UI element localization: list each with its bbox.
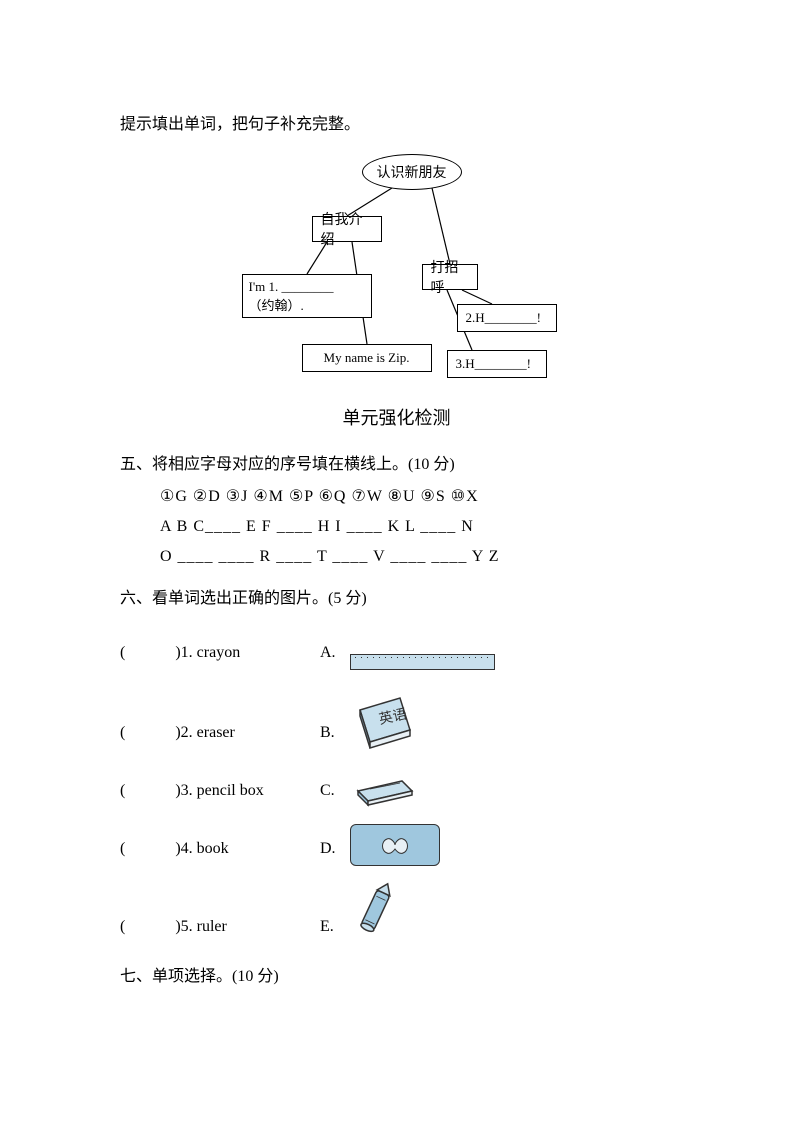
q6-letter-3: C. — [320, 782, 350, 808]
match-left-5: ()5. ruler — [120, 918, 320, 944]
diagram-im-text: I'm 1. ________ — [249, 279, 334, 295]
match-left-4: ()4. book — [120, 840, 320, 866]
diagram-self-intro: 自我介绍 — [312, 216, 382, 242]
concept-diagram: 认识新朋友 自我介绍 打招呼 I'm 1. ________ （约翰）. 2.H… — [232, 154, 562, 384]
diagram-h1: 2.H________! — [457, 304, 557, 332]
q6-letter-1: A. — [320, 644, 350, 670]
match-row-2: ()2. eraser B. 英语 — [120, 678, 673, 750]
q6-num-3: 3 — [181, 782, 189, 799]
q6-letter-5: E. — [320, 918, 350, 944]
q5-header: 五、将相应字母对应的序号填在横线上。(10 分) — [120, 450, 673, 474]
match-row-3: ()3. pencil box C. — [120, 758, 673, 808]
q6-word-4: book — [197, 840, 229, 857]
diagram-greet: 打招呼 — [422, 264, 478, 290]
q6-word-2: eraser — [197, 724, 235, 741]
section-title: 单元强化检测 — [120, 404, 673, 430]
diagram-im-box: I'm 1. ________ （约翰）. — [242, 274, 372, 318]
image-pencilbox — [350, 824, 440, 866]
diagram-zip: My name is Zip. — [302, 344, 432, 372]
match-row-5: ()5. ruler E. — [120, 874, 673, 944]
instruction-text: 提示填出单词，把句子补充完整。 — [120, 110, 673, 134]
diagram-im-sub: （约翰）. — [249, 295, 304, 314]
q6-letter-2: B. — [320, 724, 350, 750]
match-row-1: ()1. crayon A. — [120, 620, 673, 670]
q5-line1: A B C____ E F ____ H I ____ K L ____ N — [160, 518, 673, 536]
q5-line2: O ____ ____ R ____ T ____ V ____ ____ Y … — [160, 548, 673, 566]
q6-word-1: crayon — [197, 644, 241, 661]
image-crayon — [350, 879, 400, 944]
match-row-4: ()4. book D. — [120, 816, 673, 866]
match-left-3: ()3. pencil box — [120, 782, 320, 808]
image-eraser — [350, 773, 420, 808]
q7-header: 七、单项选择。(10 分) — [120, 962, 673, 986]
q6-num-4: 4 — [181, 840, 189, 857]
q6-letter-4: D. — [320, 840, 350, 866]
diagram-h2: 3.H________! — [447, 350, 547, 378]
q6-word-5: ruler — [197, 918, 227, 935]
image-ruler — [350, 654, 495, 670]
q6-header: 六、看单词选出正确的图片。(5 分) — [120, 584, 673, 608]
image-book: 英语 — [350, 690, 420, 750]
match-left-2: ()2. eraser — [120, 724, 320, 750]
q6-num-2: 2 — [181, 724, 189, 741]
q6-num-5: 5 — [181, 918, 189, 935]
diagram-root: 认识新朋友 — [362, 154, 462, 190]
q5-options: ①G ②D ③J ④M ⑤P ⑥Q ⑦W ⑧U ⑨S ⑩X — [160, 486, 673, 506]
q6-num-1: 1 — [181, 644, 189, 661]
match-left-1: ()1. crayon — [120, 644, 320, 670]
q6-word-3: pencil box — [197, 782, 264, 799]
